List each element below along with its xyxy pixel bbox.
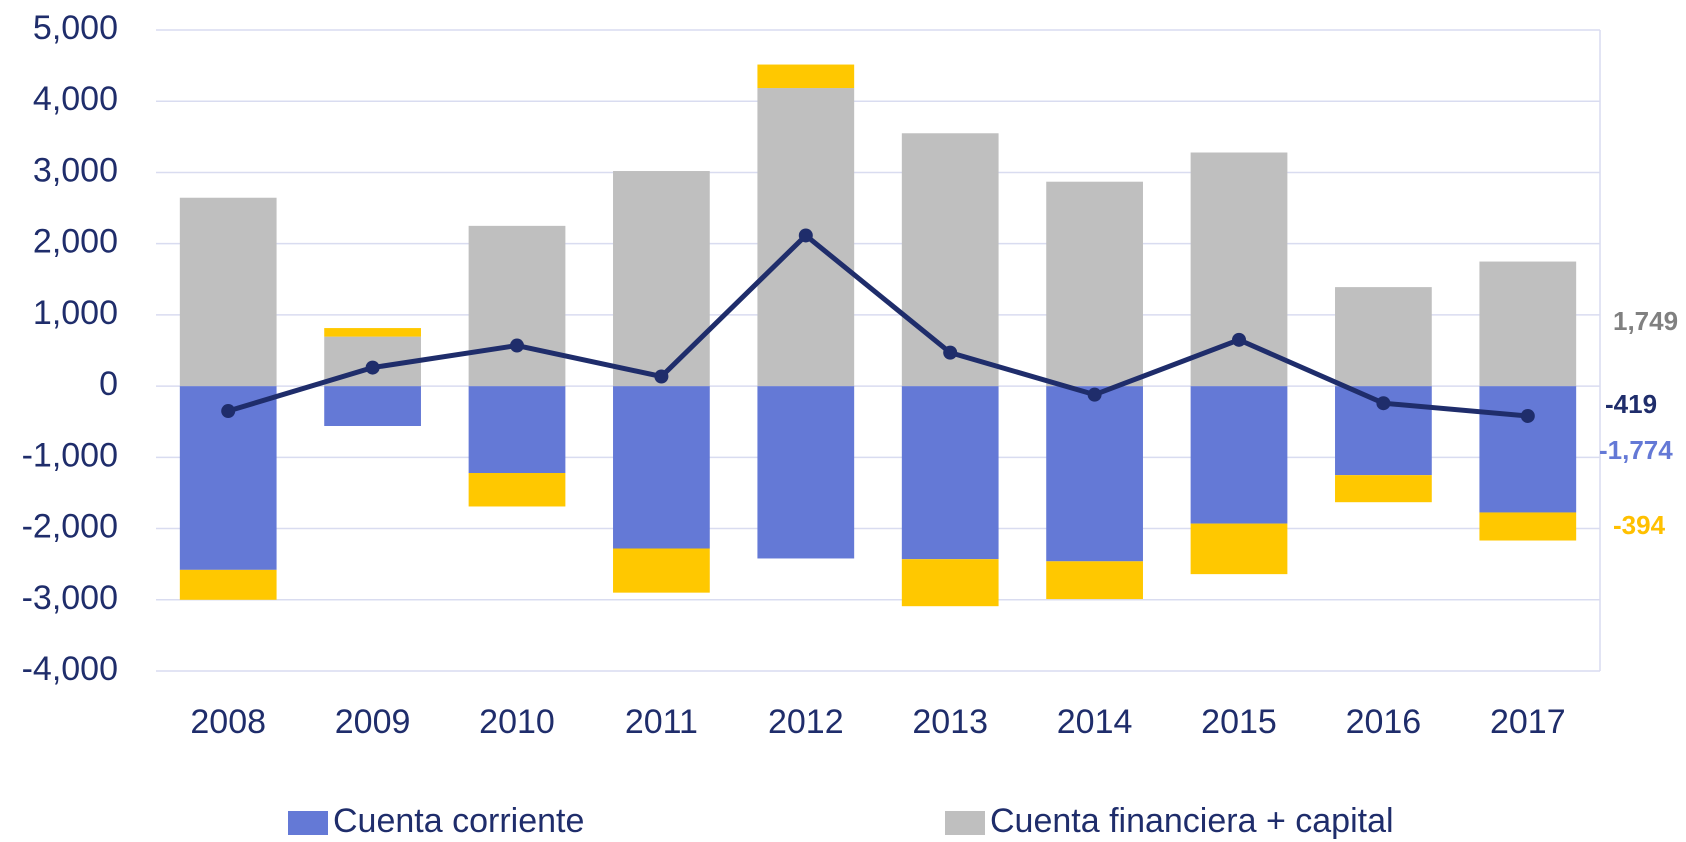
y-tick-label: -3,000 bbox=[22, 579, 118, 617]
bar bbox=[901, 386, 999, 560]
bar bbox=[1190, 523, 1288, 575]
line-point bbox=[1232, 332, 1246, 347]
bar bbox=[1479, 386, 1577, 513]
y-tick-label: -4,000 bbox=[22, 650, 118, 688]
legend-label: Cuenta financiera + capital bbox=[990, 802, 1394, 840]
data-label: -394 bbox=[1613, 510, 1666, 540]
line-point bbox=[221, 404, 236, 419]
x-tick-label: 2012 bbox=[768, 703, 844, 741]
bar bbox=[901, 559, 999, 607]
bar bbox=[1046, 181, 1143, 387]
data-label: -419 bbox=[1605, 389, 1657, 419]
bar bbox=[1190, 386, 1288, 524]
bar bbox=[613, 548, 710, 593]
bar bbox=[468, 225, 566, 387]
legend-swatch bbox=[288, 811, 328, 835]
x-tick-label: 2009 bbox=[335, 703, 411, 741]
y-tick-label: -1,000 bbox=[22, 436, 118, 474]
bar bbox=[324, 386, 421, 426]
y-tick-label: 5,000 bbox=[33, 9, 118, 47]
bar bbox=[1335, 287, 1432, 387]
x-tick-label: 2015 bbox=[1201, 703, 1277, 741]
x-tick-label: 2008 bbox=[190, 703, 266, 741]
bar bbox=[179, 569, 277, 600]
data-label: 1,749 bbox=[1613, 306, 1678, 336]
bar bbox=[901, 133, 999, 387]
x-tick-label: 2010 bbox=[479, 703, 555, 741]
x-tick-label: 2014 bbox=[1057, 703, 1133, 741]
bar bbox=[1046, 386, 1143, 562]
y-tick-label: 2,000 bbox=[33, 223, 118, 261]
y-tick-label: -2,000 bbox=[22, 508, 118, 546]
bar bbox=[613, 386, 710, 549]
bar bbox=[1046, 561, 1143, 600]
bar bbox=[757, 64, 855, 89]
bar bbox=[613, 171, 710, 387]
line-point bbox=[798, 228, 813, 243]
bar bbox=[324, 328, 421, 337]
bar bbox=[1479, 261, 1577, 387]
x-tick-label: 2016 bbox=[1346, 703, 1422, 741]
data-label: -1,774 bbox=[1599, 435, 1673, 465]
line-point bbox=[1376, 396, 1391, 411]
line-point bbox=[510, 338, 524, 353]
bar bbox=[179, 197, 277, 387]
y-tick-label: 3,000 bbox=[33, 151, 118, 189]
bar bbox=[1335, 475, 1432, 503]
y-tick-label: 4,000 bbox=[33, 80, 118, 118]
x-tick-label: 2011 bbox=[625, 703, 698, 741]
line-point bbox=[365, 360, 380, 375]
bar bbox=[757, 386, 855, 559]
bar bbox=[1190, 152, 1288, 387]
bar bbox=[468, 386, 566, 474]
line-point bbox=[943, 345, 958, 360]
y-tick-label: 0 bbox=[99, 365, 118, 403]
x-tick-label: 2017 bbox=[1490, 703, 1566, 741]
x-tick-label: 2013 bbox=[912, 703, 988, 741]
line bbox=[227, 232, 1529, 419]
bar bbox=[1479, 512, 1577, 541]
line-point bbox=[654, 369, 669, 384]
legend-label: Cuenta corriente bbox=[333, 802, 584, 840]
y-tick-label: 1,000 bbox=[33, 294, 118, 332]
line-point bbox=[1520, 408, 1535, 423]
bar bbox=[468, 473, 566, 507]
line-point bbox=[1087, 387, 1102, 402]
legend-swatch bbox=[945, 811, 985, 835]
